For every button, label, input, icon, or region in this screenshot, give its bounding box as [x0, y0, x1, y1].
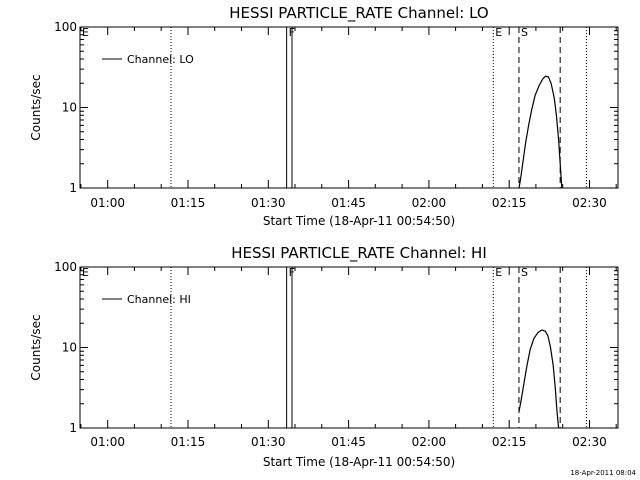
chart-title: HESSI PARTICLE_RATE Channel: LO — [229, 4, 488, 23]
x-tick-label: 02:15 — [492, 435, 527, 449]
marker-label: E — [495, 266, 502, 279]
x-tick-label: 01:45 — [331, 435, 366, 449]
x-tick-label: 02:00 — [412, 435, 447, 449]
chart-title: HESSI PARTICLE_RATE Channel: HI — [231, 244, 487, 263]
chart-panel-lo: HESSI PARTICLE_RATE Channel: LO 1 10 100 Cou… — [29, 4, 619, 228]
y-tick-label: 1 — [69, 421, 77, 435]
plot-frame — [79, 26, 619, 189]
x-tick-label: 02:30 — [572, 196, 607, 210]
x-axis-ticks — [80, 267, 617, 428]
x-tick-label: 02:15 — [492, 196, 527, 210]
x-axis-label: Start Time (18-Apr-11 00:54:50) — [263, 455, 455, 469]
plot-frame — [79, 266, 619, 429]
y-tick-label: 1 — [69, 181, 77, 195]
legend-label: Channel: HI — [127, 293, 191, 306]
y-tick-label: 10 — [62, 341, 77, 355]
y-tick-label: 10 — [62, 101, 77, 115]
chart-panel-hi: HESSI PARTICLE_RATE Channel: HI 1 10 100 Cou… — [29, 244, 619, 469]
x-tick-label: 01:15 — [171, 196, 206, 210]
series-line — [518, 75, 563, 189]
x-tick-label: 01:15 — [171, 435, 206, 449]
footer-timestamp: 18-Apr-2011 08:04 — [570, 469, 636, 477]
marker-label: E — [82, 26, 89, 39]
y-axis-label: Counts/sec — [29, 74, 43, 140]
x-tick-label: 01:00 — [90, 196, 125, 210]
y-axis-label: Counts/sec — [29, 314, 43, 380]
y-tick-label: 100 — [54, 260, 77, 274]
x-tick-label: 02:00 — [412, 196, 447, 210]
y-tick-label: 100 — [54, 20, 77, 34]
legend-label: Channel: LO — [127, 53, 194, 66]
x-tick-label: 01:00 — [90, 435, 125, 449]
x-axis-label: Start Time (18-Apr-11 00:54:50) — [263, 214, 455, 228]
x-tick-label: 01:45 — [331, 196, 366, 210]
x-tick-label: 01:30 — [251, 435, 286, 449]
y-axis-ticks — [80, 266, 618, 429]
marker-label: E — [495, 26, 502, 39]
x-tick-label: 01:30 — [251, 196, 286, 210]
marker-label: S — [521, 266, 528, 279]
marker-label: S — [521, 26, 528, 39]
x-tick-label: 02:30 — [572, 435, 607, 449]
series-line — [518, 329, 560, 429]
marker-label: E — [82, 266, 89, 279]
x-axis-ticks — [80, 27, 617, 188]
y-axis-ticks — [80, 26, 618, 189]
